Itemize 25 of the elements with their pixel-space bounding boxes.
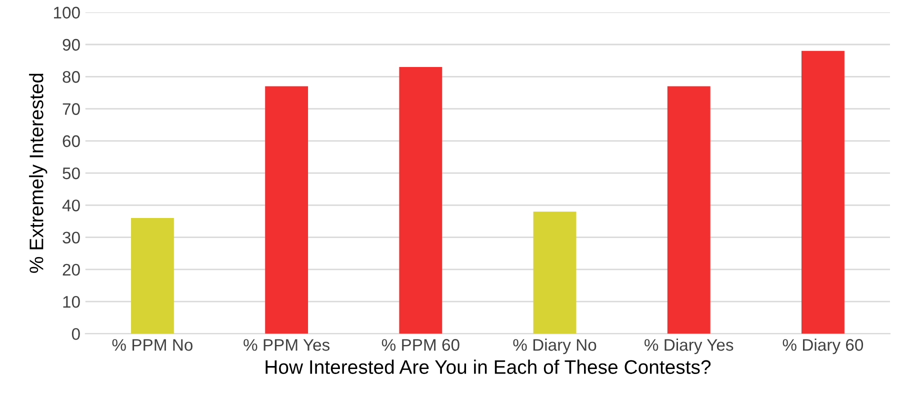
x-axis-title: How Interested Are You in Each of These Contests? (266, 360, 711, 374)
y-tick-label: 0 (72, 328, 80, 340)
y-tick-label: 20 (62, 264, 80, 276)
x-tick-label: % PPM 60 (382, 339, 460, 351)
x-tick-label: % PPM No (112, 339, 193, 351)
y-tick-label: 40 (62, 200, 80, 212)
x-tick-label: % PPM Yes (244, 339, 330, 351)
bar (131, 218, 174, 334)
y-tick-label: 30 (62, 232, 80, 244)
y-tick-label: 60 (62, 135, 80, 148)
y-axis-title: % Extremely Interested (29, 74, 48, 273)
x-tick-label: % Diary No (513, 338, 596, 354)
y-tick-label: 80 (62, 71, 80, 83)
bar (399, 66, 442, 334)
bar (265, 86, 308, 334)
y-tick-label: 70 (62, 103, 80, 115)
bar (802, 50, 844, 334)
y-tick-label: 50 (62, 167, 80, 180)
y-tick-label: 10 (63, 296, 80, 308)
bar (667, 86, 710, 334)
y-tick-label: 100 (54, 6, 80, 19)
x-tick-label: % Diary 60 (782, 338, 864, 354)
y-tick-label: 90 (62, 38, 80, 51)
x-tick-label: % Diary Yes (644, 338, 734, 354)
bar (533, 212, 576, 334)
